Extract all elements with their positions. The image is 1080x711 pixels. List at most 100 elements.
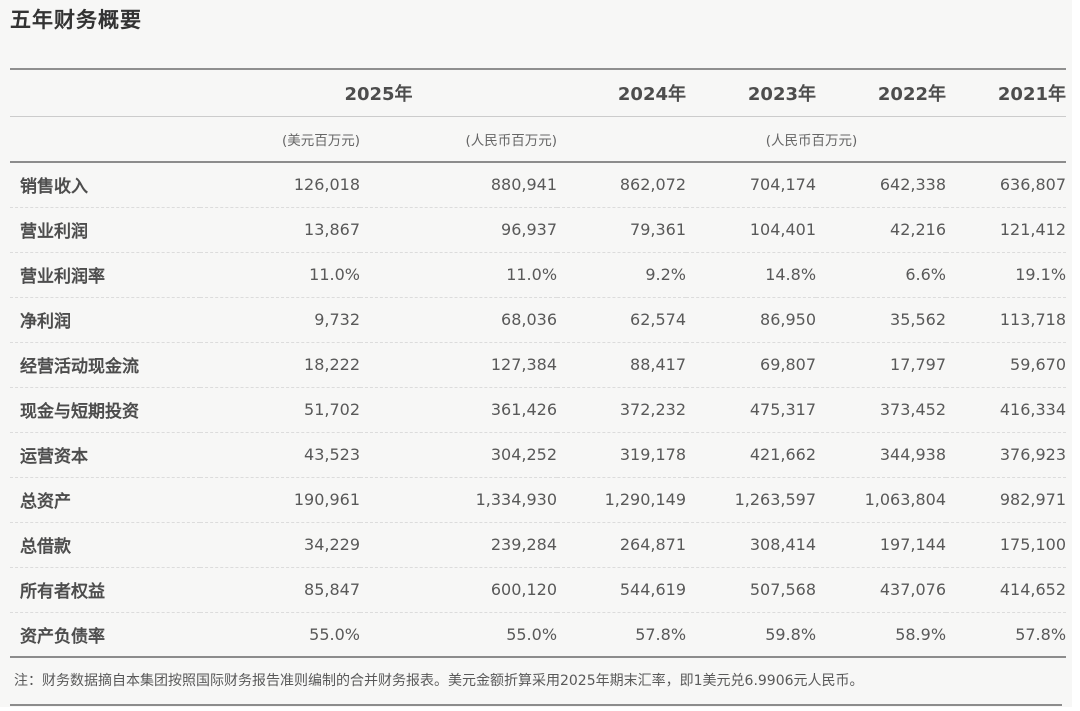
value-cell: 55.0% xyxy=(309,624,360,644)
value-cell: 636,807 xyxy=(999,175,1067,195)
year-header-2024: 2024年 xyxy=(617,83,687,105)
corner-cell xyxy=(10,69,200,116)
page-title: 五年财务概要 xyxy=(10,8,142,32)
value-cell: 9.2% xyxy=(645,265,687,284)
row-label: 营业利润 xyxy=(20,222,88,242)
value-cell: 344,938 xyxy=(879,445,947,464)
row-label: 净利润 xyxy=(20,312,71,332)
value-cell: 376,923 xyxy=(999,445,1067,464)
unit-header-row: (美元百万元) (人民币百万元) (人民币百万元) xyxy=(10,116,1067,162)
row-label: 总借款 xyxy=(20,537,71,557)
value-cell: 175,100 xyxy=(999,535,1067,554)
value-cell: 304,252 xyxy=(490,445,558,464)
table-row-operating-cash-flow: 经营活动现金流 18,222 127,384 88,417 69,807 17,… xyxy=(10,342,1067,387)
value-cell: 373,452 xyxy=(879,400,947,419)
value-cell: 642,338 xyxy=(879,175,947,195)
value-cell: 1,063,804 xyxy=(864,490,947,509)
value-cell: 59.8% xyxy=(765,624,817,644)
table-row-total-borrowings: 总借款 34,229 239,284 264,871 308,414 197,1… xyxy=(10,522,1067,567)
value-cell: 17,797 xyxy=(890,355,947,374)
value-cell: 1,334,930 xyxy=(475,490,558,509)
value-cell: 96,937 xyxy=(501,220,558,239)
value-cell: 69,807 xyxy=(760,355,817,374)
value-cell: 34,229 xyxy=(304,535,360,554)
value-cell: 197,144 xyxy=(879,535,947,554)
table-row-net-profit: 净利润 9,732 68,036 62,574 86,950 35,562 11… xyxy=(10,297,1067,342)
value-cell: 57.8% xyxy=(1015,624,1067,644)
row-label: 总资产 xyxy=(20,492,71,512)
value-cell: 59,670 xyxy=(1010,355,1067,374)
value-cell: 121,412 xyxy=(999,220,1067,239)
row-label: 所有者权益 xyxy=(20,582,105,602)
value-cell: 600,120 xyxy=(490,580,558,599)
value-cell: 475,317 xyxy=(749,400,817,419)
year-header-row: 2025年 2024年 2023年 2022年 2021年 xyxy=(10,69,1067,116)
unit-rmb-millions-prior-years: (人民币百万元) xyxy=(765,132,858,149)
table-row-total-assets: 总资产 190,961 1,334,930 1,290,149 1,263,59… xyxy=(10,477,1067,522)
year-header-2021: 2021年 xyxy=(997,83,1067,105)
row-label: 现金与短期投资 xyxy=(20,402,139,422)
value-cell: 127,384 xyxy=(490,355,558,374)
value-cell: 113,718 xyxy=(999,310,1067,329)
table-row-revenue: 销售收入 126,018 880,941 862,072 704,174 642… xyxy=(10,162,1067,207)
value-cell: 437,076 xyxy=(879,580,947,599)
value-cell: 11.0% xyxy=(506,265,558,284)
value-cell: 507,568 xyxy=(749,580,817,599)
value-cell: 86,950 xyxy=(760,310,817,329)
five-year-financial-table: 2025年 2024年 2023年 2022年 2021年 (美元百万元) (人… xyxy=(10,68,1067,658)
value-cell: 79,361 xyxy=(630,220,687,239)
value-cell: 982,971 xyxy=(999,490,1067,509)
value-cell: 55.0% xyxy=(506,624,558,644)
value-cell: 544,619 xyxy=(619,580,687,599)
year-header-2023: 2023年 xyxy=(747,83,817,105)
unit-rmb-millions-2025: (人民币百万元) xyxy=(465,132,558,149)
value-cell: 13,867 xyxy=(304,220,360,239)
value-cell: 264,871 xyxy=(619,535,687,554)
value-cell: 58.9% xyxy=(895,624,947,644)
table-row-cash-and-short-term-investments: 现金与短期投资 51,702 361,426 372,232 475,317 3… xyxy=(10,387,1067,432)
value-cell: 57.8% xyxy=(635,624,687,644)
value-cell: 416,334 xyxy=(999,400,1067,419)
value-cell: 190,961 xyxy=(293,490,360,509)
value-cell: 42,216 xyxy=(890,220,947,239)
unit-usd-millions: (美元百万元) xyxy=(281,132,360,149)
value-cell: 104,401 xyxy=(749,220,817,239)
row-label: 资产负债率 xyxy=(20,626,105,647)
value-cell: 1,263,597 xyxy=(734,490,817,509)
value-cell: 18,222 xyxy=(304,355,360,374)
year-header-2025: 2025年 xyxy=(344,83,413,105)
value-cell: 88,417 xyxy=(630,355,687,374)
value-cell: 35,562 xyxy=(890,310,947,329)
value-cell: 308,414 xyxy=(749,535,817,554)
value-cell: 51,702 xyxy=(304,400,360,419)
value-cell: 239,284 xyxy=(490,535,558,554)
table-row-debt-to-asset-ratio: 资产负债率 55.0% 55.0% 57.8% 59.8% 58.9% 57.8… xyxy=(10,612,1067,657)
value-cell: 372,232 xyxy=(619,400,687,419)
corner-cell xyxy=(10,116,200,162)
value-cell: 1,290,149 xyxy=(604,490,687,509)
table-row-working-capital: 运营资本 43,523 304,252 319,178 421,662 344,… xyxy=(10,432,1067,477)
value-cell: 880,941 xyxy=(490,175,558,195)
value-cell: 862,072 xyxy=(619,175,687,195)
value-cell: 85,847 xyxy=(304,580,360,599)
year-header-2022: 2022年 xyxy=(877,83,947,105)
footnote: 注：财务数据摘自本集团按照国际财务报告准则编制的合并财务报表。美元金额折算采用2… xyxy=(10,658,1062,706)
row-label: 经营活动现金流 xyxy=(20,357,139,377)
value-cell: 6.6% xyxy=(905,265,947,284)
value-cell: 62,574 xyxy=(630,310,687,329)
value-cell: 361,426 xyxy=(490,400,558,419)
value-cell: 704,174 xyxy=(749,175,817,195)
value-cell: 14.8% xyxy=(765,265,817,284)
value-cell: 421,662 xyxy=(749,445,817,464)
value-cell: 19.1% xyxy=(1015,265,1067,284)
table-row-operating-profit: 营业利润 13,867 96,937 79,361 104,401 42,216… xyxy=(10,207,1067,252)
value-cell: 319,178 xyxy=(619,445,687,464)
value-cell: 9,732 xyxy=(314,310,360,329)
row-label: 销售收入 xyxy=(20,177,88,198)
value-cell: 126,018 xyxy=(293,175,360,195)
row-label: 运营资本 xyxy=(20,447,88,467)
value-cell: 68,036 xyxy=(501,310,558,329)
table-row-operating-margin: 营业利润率 11.0% 11.0% 9.2% 14.8% 6.6% 19.1% xyxy=(10,252,1067,297)
row-label: 营业利润率 xyxy=(20,267,105,287)
